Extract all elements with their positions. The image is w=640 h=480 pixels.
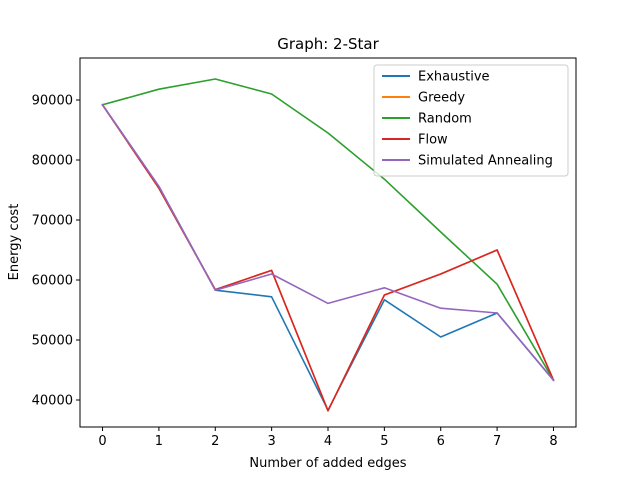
series-line-simulated-annealing [101, 103, 555, 382]
y-tick-label: 50000 [32, 334, 73, 349]
y-axis-title: Energy cost [7, 204, 22, 281]
x-tick-label: 7 [493, 434, 501, 449]
y-tick-label: 80000 [32, 154, 73, 169]
legend-label: Greedy [418, 91, 465, 106]
plot-area [79, 57, 577, 428]
x-axis-title: Number of added edges [249, 456, 406, 471]
legend-label: Exhaustive [418, 70, 490, 85]
legend-label: Simulated Annealing [418, 154, 553, 169]
x-tick-label: 0 [98, 434, 106, 449]
x-tick-label: 6 [437, 434, 445, 449]
legend-label: Random [418, 112, 472, 127]
legend-box [373, 64, 569, 177]
y-tick-label: 70000 [32, 214, 73, 229]
legend-label: Flow [418, 133, 448, 148]
y-tick-label: 60000 [32, 274, 73, 289]
x-tick-label: 4 [324, 434, 332, 449]
legend: Exhaustive Greedy Random Flow Simulated Anne… [373, 64, 569, 177]
chart-title: Graph: 2-Star [277, 35, 379, 53]
x-tick-label: 5 [380, 434, 388, 449]
y-tick-label: 90000 [32, 94, 73, 109]
x-tick-label: 8 [549, 434, 557, 449]
y-axis: 40000 50000 60000 70000 80000 90000 [32, 94, 80, 409]
x-tick-label: 3 [267, 434, 275, 449]
x-tick-label: 2 [211, 434, 219, 449]
y-tick-label: 40000 [32, 394, 73, 409]
x-axis: 0 1 2 3 4 5 6 7 8 [98, 427, 558, 449]
series-line-random [101, 78, 555, 382]
x-tick-label: 1 [155, 434, 163, 449]
